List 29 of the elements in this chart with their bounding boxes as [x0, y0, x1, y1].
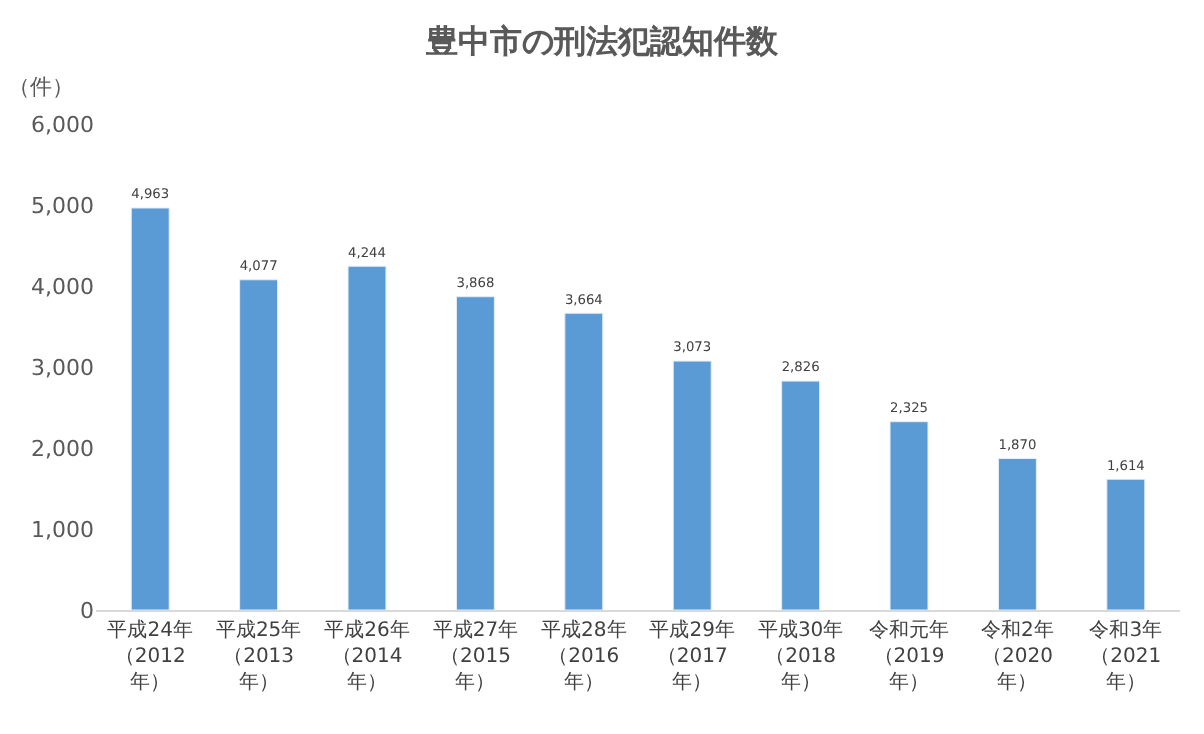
y-tick-label: 4,000	[31, 273, 94, 300]
x-tick-label: 平成29年（2017年）	[649, 618, 735, 694]
bar	[781, 380, 821, 610]
bar	[564, 312, 604, 610]
bar	[239, 279, 279, 610]
x-tick-label: 令和元年（2019年）	[869, 618, 949, 694]
x-tick-label: 令和3年（2021年）	[1089, 618, 1163, 694]
y-tick-label: 5,000	[31, 192, 94, 219]
bar	[889, 421, 929, 610]
x-tick-label: 平成26年（2014年）	[324, 618, 410, 694]
x-tick-label: 令和2年（2020年）	[981, 618, 1054, 694]
x-tick-label: 平成24年（2012年）	[107, 618, 193, 694]
bar	[672, 360, 712, 610]
y-tick-label: 1,000	[31, 516, 94, 543]
x-tick-label: 平成27年（2015年）	[432, 618, 519, 694]
bar	[1106, 478, 1146, 610]
x-tick-label: 平成28年（2016年）	[541, 618, 627, 694]
y-tick-label: 6,000	[31, 111, 94, 138]
x-tick-label: 平成25年（2013年）	[215, 618, 302, 694]
y-tick-label: 3,000	[31, 354, 94, 381]
bar	[130, 207, 170, 610]
y-tick-label: 0	[80, 597, 94, 624]
y-tick-label: 2,000	[31, 435, 94, 462]
bar	[455, 296, 495, 610]
y-axis-title: （件）	[8, 74, 74, 100]
chart-title: 豊中市の刑法犯認知件数	[424, 21, 780, 60]
bar	[347, 265, 387, 610]
x-tick-label: 平成30年（2018年）	[757, 618, 844, 694]
bar	[997, 458, 1037, 610]
